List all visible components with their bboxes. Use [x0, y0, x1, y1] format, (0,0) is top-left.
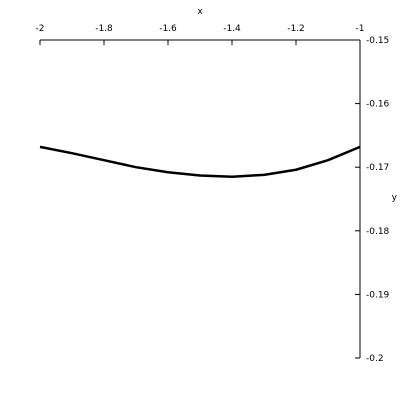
y-tick-label: -0.17: [366, 163, 389, 173]
y-tick-label: -0.19: [366, 290, 390, 300]
y-tick-label: -0.18: [366, 227, 390, 237]
x-tick-label: -1.2: [287, 24, 305, 34]
y-tick-label: -0.2: [366, 354, 384, 364]
curve: [39, 145, 361, 178]
x-axis-label: x: [197, 7, 203, 17]
x-tick-label: -1.6: [159, 24, 177, 34]
y-tick-label: -0.16: [366, 100, 390, 110]
y-axis-label: y: [392, 193, 398, 203]
x-tick-label: -1: [356, 24, 365, 34]
y-tick-label: -0.15: [366, 36, 389, 46]
x-tick-label: -1.8: [95, 24, 113, 34]
x-tick-label: -1.4: [223, 24, 241, 34]
x-tick-label: -2: [36, 24, 45, 34]
